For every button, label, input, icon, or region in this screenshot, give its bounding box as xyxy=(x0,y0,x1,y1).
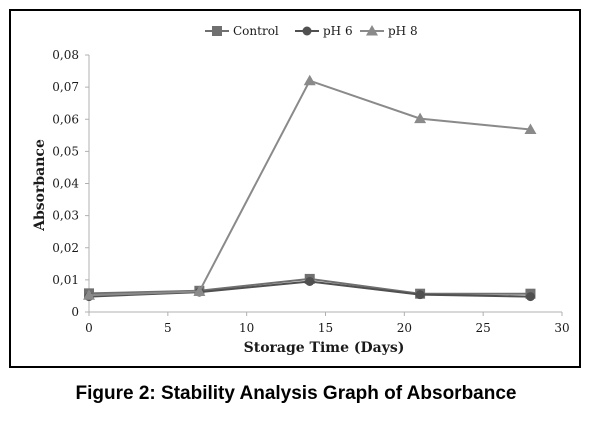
data-point-ph-8 xyxy=(414,112,427,124)
y-tick-label: 0 xyxy=(71,305,79,319)
figure-caption: Figure 2: Stability Analysis Graph of Ab… xyxy=(75,383,517,404)
legend-label: Control xyxy=(233,24,279,38)
x-axis-title: Storage Time (Days) xyxy=(244,340,405,356)
x-tick-label: 0 xyxy=(85,321,93,335)
y-tick-label: 0,07 xyxy=(52,80,79,94)
data-point-ph-6 xyxy=(415,290,425,300)
y-tick-label: 0,06 xyxy=(52,112,79,126)
x-tick-label: 20 xyxy=(397,321,412,335)
series-ph-6 xyxy=(84,276,535,302)
legend-item-control: Control xyxy=(205,24,279,38)
y-tick-label: 0,02 xyxy=(52,241,79,255)
y-axis-title: Absorbance xyxy=(32,139,48,232)
series-line-ph-8 xyxy=(88,79,531,297)
legend-item-ph-8: pH 8 xyxy=(360,24,418,38)
data-point-ph-8 xyxy=(303,74,316,86)
y-tick-label: 0,01 xyxy=(52,273,79,287)
data-point-ph-6 xyxy=(525,292,535,302)
legend: Control pH 6 pH 8 xyxy=(205,24,418,38)
absorbance-line-chart: Control pH 6 pH 8 0 0,01 0,02 0,03 0,04 0,05 0,0… xyxy=(32,24,570,356)
x-tick-label: 30 xyxy=(554,321,569,335)
legend-marker-triangle xyxy=(366,25,378,36)
series-ph-8 xyxy=(83,74,537,300)
y-tick-label: 0,05 xyxy=(52,144,79,158)
legend-label: pH 8 xyxy=(388,24,418,38)
data-point-ph-6 xyxy=(305,276,315,286)
data-point-ph-8 xyxy=(83,289,95,300)
legend-marker-circle xyxy=(302,26,312,36)
legend-label: pH 6 xyxy=(323,24,353,38)
chart-frame: Control pH 6 pH 8 0 0,01 0,02 0,03 0,04 0,05 0,0… xyxy=(9,9,581,368)
legend-item-ph-6: pH 6 xyxy=(295,24,353,38)
data-point-ph-8 xyxy=(524,123,537,135)
y-tick-label: 0,04 xyxy=(52,177,79,191)
x-tick-label: 5 xyxy=(164,321,172,335)
series-layer xyxy=(83,74,537,302)
x-tick-label: 25 xyxy=(476,321,491,335)
axes: 0 0,01 0,02 0,03 0,04 0,05 0,06 0,07 0,08 0 5 10 15 2… xyxy=(52,48,569,335)
y-tick-label: 0,08 xyxy=(52,48,79,62)
x-tick-label: 10 xyxy=(239,321,254,335)
legend-marker-square xyxy=(212,26,222,36)
y-tick-label: 0,03 xyxy=(52,209,79,223)
data-point-ph-8 xyxy=(193,285,206,296)
x-tick-label: 15 xyxy=(318,321,333,335)
